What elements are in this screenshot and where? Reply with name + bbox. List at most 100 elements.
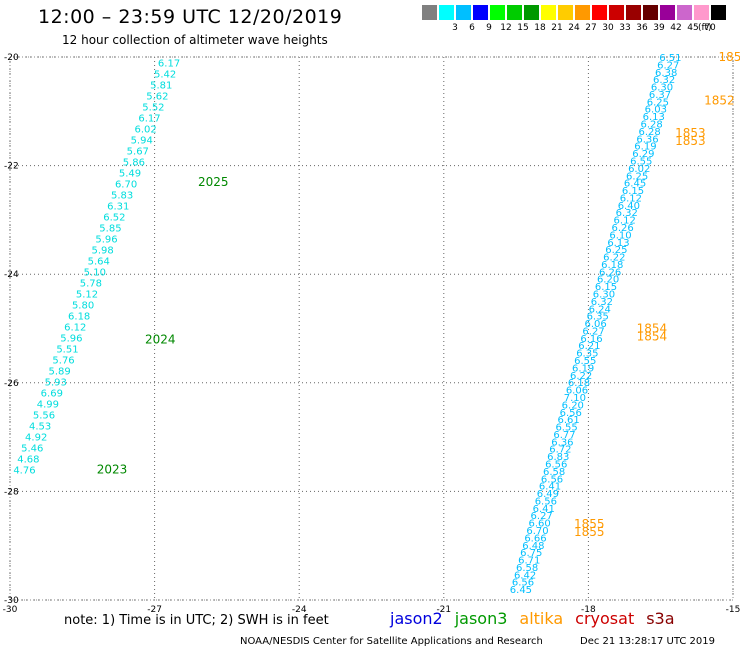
time-label: 1854 — [637, 322, 668, 336]
wave-height-value: 6.40 — [618, 201, 640, 212]
plot-border — [9, 56, 734, 601]
color-scale-label: 39 — [653, 23, 665, 33]
wave-height-value: 6.15 — [595, 282, 617, 293]
color-scale-label: 45 — [687, 23, 699, 33]
wave-height-value: 5.85 — [99, 224, 121, 235]
wave-height-value: 6.02 — [628, 164, 650, 175]
color-scale-label: 15 — [517, 23, 529, 33]
credit-text: NOAA/NESDIS Center for Satellite Applica… — [240, 636, 543, 647]
wave-height-value: 6.70 — [526, 526, 548, 537]
wave-height-value: 4.92 — [25, 433, 47, 444]
wave-height-value: 6.41 — [539, 482, 561, 493]
color-scale-label: 36 — [636, 23, 648, 33]
wave-height-value: 4.76 — [13, 466, 35, 477]
wave-height-value: 5.52 — [142, 102, 164, 113]
legend-item: altika — [519, 609, 564, 628]
wave-height-value: 5.46 — [21, 444, 43, 455]
wave-height-value: 6.15 — [622, 186, 644, 197]
y-tick-label: -20 — [4, 53, 19, 63]
wave-height-value: 6.35 — [587, 312, 609, 323]
wave-height-value: 5.83 — [111, 191, 133, 202]
wave-height-value: 6.27 — [582, 326, 604, 337]
wave-height-value: 6.28 — [638, 127, 660, 138]
satellite-tracks: 6.175.425.815.625.526.176.025.945.675.86… — [13, 53, 681, 596]
color-swatch — [558, 5, 573, 20]
wave-height-value: 6.10 — [609, 230, 631, 241]
x-tick-label: -21 — [436, 605, 451, 615]
wave-height-value: 5.62 — [146, 91, 168, 102]
wave-height-value: 5.76 — [52, 356, 74, 367]
wave-height-value: 6.69 — [41, 389, 63, 400]
wave-height-value: 5.89 — [49, 367, 71, 378]
y-tick-label: -30 — [4, 596, 19, 606]
wave-height-value: 6.45 — [624, 179, 646, 190]
wave-height-value: 6.17 — [158, 58, 180, 69]
wave-height-value: 6.12 — [64, 323, 86, 334]
x-tick-label: -24 — [292, 605, 307, 615]
time-label: 1853 — [675, 126, 706, 140]
color-scale-label: 33 — [619, 23, 631, 33]
wave-height-value: 6.30 — [593, 290, 615, 301]
wave-height-value: 6.12 — [620, 193, 642, 204]
wave-height-value: 6.18 — [68, 312, 90, 323]
legend-item: jason3 — [454, 609, 508, 628]
wave-height-value: 5.67 — [127, 146, 149, 157]
color-swatch — [660, 5, 675, 20]
axis-ticks: -30 -27 -24 -21 -18 -15 -20 -22 -24 -26 -28 -30 — [3, 53, 740, 615]
wave-height-value: 5.51 — [56, 345, 78, 356]
color-scale-label: 30 — [602, 23, 614, 33]
time-label: 1855 — [574, 525, 605, 539]
legend-item: s3a — [646, 609, 675, 628]
color-scale-label: 18 — [534, 23, 546, 33]
wave-height-value: 6.17 — [138, 113, 160, 124]
x-tick-label: -18 — [581, 605, 596, 615]
color-scale-label: 27 — [585, 23, 597, 33]
color-swatch — [422, 5, 437, 20]
wave-height-value: 6.20 — [597, 275, 619, 286]
legend-item: jason2 — [390, 609, 443, 628]
x-tick-label: -15 — [726, 605, 740, 615]
wave-height-value: 6.28 — [641, 120, 663, 131]
x-tick-label: -30 — [3, 605, 18, 615]
time-label: 1852 — [719, 50, 740, 64]
color-scale-label: 21 — [551, 23, 563, 33]
color-scale-label: 24 — [568, 23, 580, 33]
generated-timestamp: Dec 21 13:28:17 UTC 2019 — [580, 636, 715, 647]
wave-height-value: 6.32 — [653, 75, 675, 86]
wave-height-value: 5.96 — [95, 235, 117, 246]
wave-height-value: 6.42 — [514, 570, 536, 581]
wave-height-value: 5.56 — [33, 411, 55, 422]
wave-height-value: 6.25 — [605, 245, 627, 256]
time-label: 2023 — [97, 463, 128, 477]
wave-height-value: 5.98 — [91, 246, 113, 257]
y-tick-label: -28 — [4, 487, 19, 497]
wave-height-value: 6.32 — [591, 297, 613, 308]
page-subtitle: 12 hour collection of altimeter wave hei… — [62, 33, 328, 47]
color-swatch — [592, 5, 607, 20]
wave-height-value: 6.55 — [574, 356, 596, 367]
time-label: 1853 — [675, 134, 706, 148]
wave-height-value: 4.99 — [37, 400, 59, 411]
color-scale-label: 42 — [670, 23, 682, 33]
color-swatch — [575, 5, 590, 20]
wave-height-value: 6.58 — [543, 467, 565, 478]
wave-height-value: 6.18 — [601, 260, 623, 271]
color-scale-label: 6 — [469, 23, 475, 33]
color-swatch — [541, 5, 556, 20]
wave-height-value: 6.70 — [115, 180, 137, 191]
wave-height-value: 6.25 — [647, 97, 669, 108]
y-tick-label: -24 — [4, 270, 19, 280]
wave-height-value: 6.26 — [599, 267, 621, 278]
footer-note: note: 1) Time is in UTC; 2) SWH is in fe… — [64, 613, 329, 628]
wave-height-value: 6.56 — [512, 578, 534, 589]
wave-height-value: 6.03 — [645, 105, 667, 116]
wave-height-value: 6.36 — [551, 437, 573, 448]
wave-height-value: 6.19 — [634, 142, 656, 153]
x-tick-label: -27 — [147, 605, 162, 615]
wave-height-value: 5.86 — [123, 157, 145, 168]
wave-height-value: 6.55 — [555, 423, 577, 434]
wave-height-value: 6.27 — [657, 60, 679, 71]
wave-height-value: 6.21 — [578, 341, 600, 352]
wave-height-value: 6.35 — [576, 349, 598, 360]
